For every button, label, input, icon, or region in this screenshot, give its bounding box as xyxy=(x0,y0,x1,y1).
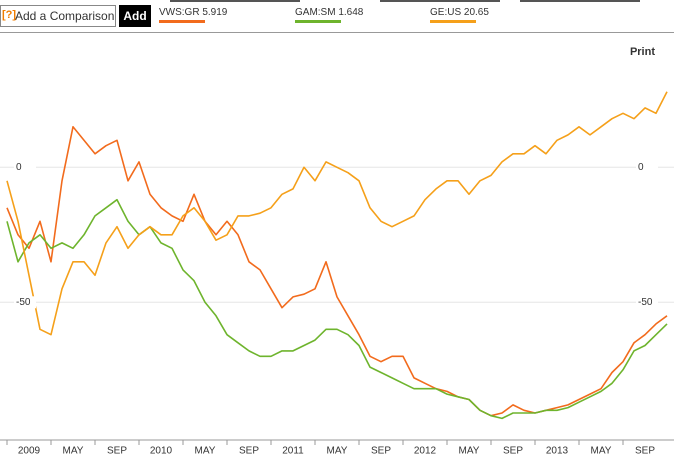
legend-price: 5.919 xyxy=(202,7,228,18)
y-tick-label: 0 xyxy=(638,162,644,173)
x-tick-label: 2012 xyxy=(414,446,437,457)
x-tick-label: MAY xyxy=(591,446,612,457)
x-tick-label: SEP xyxy=(239,446,259,457)
x-tick-label: SEP xyxy=(371,446,391,457)
x-tick-label: MAY xyxy=(459,446,480,457)
legend-item: GE:US 20.65 xyxy=(430,7,489,23)
legend-item: VWS:GR 5.919 xyxy=(159,7,228,23)
legend-swatch xyxy=(159,20,205,23)
toolbar: Add a Comparison [?] Add VWS:GR 5.919 GAM… xyxy=(0,0,674,33)
label-bg xyxy=(636,161,658,174)
x-tick-label: 2010 xyxy=(150,446,173,457)
y-tick-label: -50 xyxy=(638,297,653,308)
legend-item: GAM:SM 1.648 xyxy=(295,7,364,23)
x-tick-label: MAY xyxy=(63,446,84,457)
legend-name: GAM:SM xyxy=(295,7,336,18)
add-button[interactable]: Add xyxy=(119,5,151,27)
tab xyxy=(380,0,500,2)
label-bg xyxy=(636,296,658,309)
label-bg xyxy=(14,296,36,309)
series-line xyxy=(6,91,668,336)
x-tick-label: 2011 xyxy=(282,446,304,457)
x-tick-label: SEP xyxy=(107,446,127,457)
label-bg xyxy=(14,161,36,174)
x-tick-label: 2013 xyxy=(546,446,569,457)
legend-swatch xyxy=(295,20,341,23)
x-tick-label: MAY xyxy=(195,446,216,457)
tab xyxy=(170,0,300,2)
y-tick-label: 0 xyxy=(16,162,22,173)
y-tick-label: -50 xyxy=(16,297,31,308)
x-tick-label: MAY xyxy=(327,446,348,457)
x-tick-label: SEP xyxy=(635,446,655,457)
series-line xyxy=(6,198,668,420)
tab xyxy=(520,0,640,2)
x-tick-label: 2009 xyxy=(18,446,41,457)
legend-price: 20.65 xyxy=(463,7,489,18)
comparison-input[interactable]: Add a Comparison xyxy=(0,5,116,27)
legend-price: 1.648 xyxy=(338,7,364,18)
help-link[interactable]: [?] xyxy=(2,9,17,21)
legend-name: GE:US xyxy=(430,7,462,18)
legend-swatch xyxy=(430,20,476,23)
legend-name: VWS:GR xyxy=(159,7,200,18)
series-line xyxy=(6,126,668,417)
print-link[interactable]: Print xyxy=(629,46,655,58)
x-tick-label: SEP xyxy=(503,446,523,457)
